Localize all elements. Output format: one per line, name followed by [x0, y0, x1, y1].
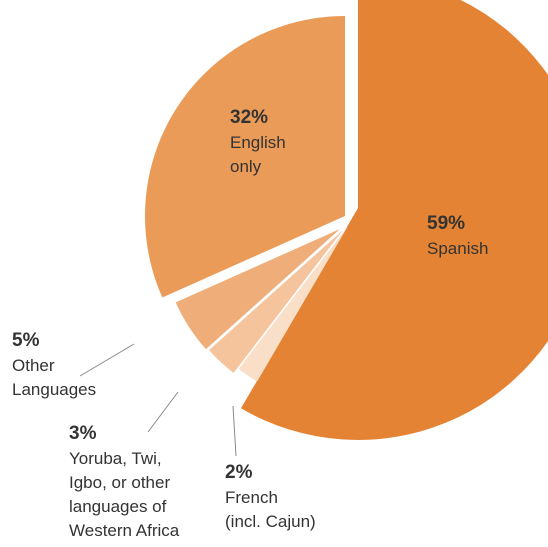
leader-lines	[79, 343, 237, 457]
slice-percent-label: 59%	[427, 213, 465, 234]
pie-slice-other-languages	[175, 229, 340, 350]
leader-line	[232, 405, 237, 457]
slice-category-label: English	[230, 133, 286, 152]
leader-line	[147, 391, 179, 433]
slice-category-label: Spanish	[427, 239, 488, 258]
slice-labels: 59% Spanish 2% French (incl. Cajun) 3% Yoruba,…	[12, 107, 488, 540]
pie-slice-french-incl-cajun	[238, 226, 348, 382]
slice-percent-label: 5%	[12, 330, 40, 351]
pie-slice-spanish	[240, 0, 548, 440]
slice-category-label: (incl. Cajun)	[225, 512, 316, 531]
slice-category-label: languages of	[69, 497, 167, 516]
slice-percent-label: 2%	[225, 462, 253, 483]
pie-slice-english-only	[145, 16, 345, 298]
slice-percent-label: 32%	[230, 107, 268, 128]
slice-category-label: Languages	[12, 380, 96, 399]
slice-category-label: only	[230, 157, 262, 176]
slice-category-label: Other	[12, 356, 55, 375]
slice-category-label: Igbo, or other	[69, 473, 170, 492]
slice-category-label: Yoruba, Twi,	[69, 449, 162, 468]
pie-slice-yoruba-twi-igbo-or-other-languages-of-western-africa	[208, 230, 343, 373]
slice-category-label: Western Africa	[69, 521, 180, 540]
slice-percent-label: 3%	[69, 423, 97, 444]
leader-line	[79, 343, 135, 377]
pie-slices	[145, 0, 548, 440]
slice-category-label: French	[225, 488, 278, 507]
